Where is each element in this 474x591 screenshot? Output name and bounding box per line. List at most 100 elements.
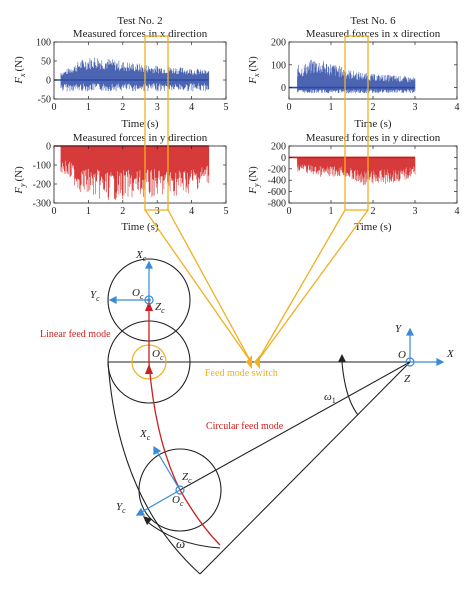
x-tick-label: 0 bbox=[287, 206, 292, 217]
test2-highlight-box bbox=[144, 35, 169, 211]
x-tick-label: 0 bbox=[52, 206, 57, 217]
connector-test2-left bbox=[144, 209, 252, 363]
frame-top bbox=[108, 260, 154, 305]
yc-sub: c bbox=[96, 294, 100, 303]
test6-highlight-box bbox=[344, 35, 369, 211]
circular-feed-path bbox=[148, 361, 221, 546]
test2-x-title: Measured forces in x direction bbox=[73, 28, 208, 40]
fy-label: F bbox=[13, 187, 25, 195]
switch-marker bbox=[254, 355, 260, 369]
x-tick-label: 4 bbox=[455, 206, 460, 217]
omega1-arrow bbox=[338, 354, 346, 362]
y-tick-label: 200 bbox=[271, 38, 286, 49]
connector-test2-right bbox=[167, 209, 252, 363]
xc-sub: c bbox=[143, 254, 147, 263]
x-tick-label: 2 bbox=[120, 102, 125, 113]
radius-line-bottom bbox=[199, 361, 411, 575]
fx-label: F bbox=[13, 77, 25, 85]
fy-sub: y bbox=[18, 183, 27, 188]
outer-boundary-arc bbox=[107, 361, 201, 575]
frame-origin bbox=[405, 327, 445, 367]
y-tick-label: 0 bbox=[281, 83, 286, 94]
frame-bottom bbox=[135, 445, 185, 516]
label-origin: O bbox=[398, 349, 406, 361]
signal-trace bbox=[289, 59, 416, 94]
oc-sub: c bbox=[140, 292, 144, 301]
yc-sub: c bbox=[122, 506, 126, 515]
test6-fy-ylabel: Fy(N) bbox=[247, 166, 261, 195]
y-tick-label: 100 bbox=[36, 38, 51, 49]
label-omega: ω bbox=[176, 536, 185, 551]
test6-title: Test No. 6 bbox=[350, 15, 396, 27]
feed-arrow-middle bbox=[145, 364, 153, 374]
x-tick-label: 1 bbox=[86, 206, 91, 217]
fx-unit: (N) bbox=[247, 56, 259, 72]
label-zc-top: Zc bbox=[155, 301, 165, 315]
fx-sub: x bbox=[18, 73, 27, 78]
yc-letter: Y bbox=[90, 289, 98, 301]
fy-sub: y bbox=[252, 183, 261, 188]
zc-letter: Z bbox=[155, 301, 162, 313]
y-tick-label: 200 bbox=[271, 142, 286, 153]
fx-unit: (N) bbox=[13, 56, 25, 72]
chart-test2-fy: 0 1 2 3 4 5 -300 -200 -100 0 bbox=[33, 142, 229, 218]
x-tick-label: 0 bbox=[287, 102, 292, 113]
x-tick-label: 2 bbox=[371, 206, 376, 217]
test2-fx-time-label: Time (s) bbox=[121, 118, 159, 130]
label-Z: Z bbox=[404, 373, 411, 385]
connector-test6-right bbox=[256, 209, 369, 363]
label-oc-middle: Oc bbox=[152, 348, 164, 362]
oc-sub: c bbox=[160, 353, 164, 362]
feed-geometry-diagram bbox=[107, 258, 445, 575]
signal-trace bbox=[54, 145, 210, 200]
x-tick-label: 4 bbox=[189, 206, 194, 217]
fx-sub: x bbox=[252, 73, 261, 78]
radius-line-middle bbox=[179, 361, 411, 491]
omega1-sub: 1 bbox=[332, 396, 336, 405]
y-tick-label: 0 bbox=[281, 153, 286, 164]
y-tick-label: -600 bbox=[268, 187, 286, 198]
x-tick-label: 5 bbox=[224, 206, 229, 217]
label-circular-feed: Circular feed mode bbox=[206, 421, 284, 432]
signal-spikes bbox=[297, 157, 416, 186]
x-title-text: Measured forces in x direction bbox=[306, 28, 441, 40]
zc-sub: c bbox=[161, 306, 165, 315]
oc-letter: O bbox=[172, 494, 180, 506]
xc-letter: X bbox=[139, 428, 148, 440]
test6-x-title: Measured forces in x direction bbox=[306, 28, 441, 40]
label-xc-top: Xc bbox=[135, 249, 147, 263]
x-tick-label: 4 bbox=[189, 102, 194, 113]
signal-spikes bbox=[60, 146, 210, 200]
plot-frame bbox=[53, 41, 227, 100]
omega-arrow bbox=[143, 516, 152, 525]
plot-frame bbox=[53, 145, 227, 204]
highlight-connectors bbox=[144, 35, 369, 363]
label-yc-top: Yc bbox=[90, 289, 100, 303]
x-tick-label: 3 bbox=[155, 206, 160, 217]
label-linear-feed: Linear feed mode bbox=[40, 329, 111, 340]
y-title-text: Measured forces in y direction bbox=[73, 132, 208, 144]
fy-label: F bbox=[247, 187, 259, 195]
feed-arrow-top bbox=[145, 301, 153, 311]
y-tick-label: -200 bbox=[268, 164, 286, 175]
test2-fy-time-label: Time (s) bbox=[121, 221, 159, 233]
y-tick-label: 50 bbox=[41, 57, 51, 68]
fy-unit: (N) bbox=[13, 166, 25, 182]
x-tick-label: 2 bbox=[371, 102, 376, 113]
signal-spikes bbox=[297, 59, 416, 94]
fy-unit: (N) bbox=[247, 166, 259, 182]
test6-fx-time-label: Time (s) bbox=[354, 118, 392, 130]
label-Y: Y bbox=[395, 323, 403, 335]
y-tick-label: -300 bbox=[33, 199, 51, 210]
x-tick-label: 3 bbox=[413, 206, 418, 217]
x-tick-label: 3 bbox=[413, 102, 418, 113]
switch-marker bbox=[246, 355, 252, 369]
x-tick-label: 0 bbox=[52, 102, 57, 113]
x-title-text: Measured forces in x direction bbox=[73, 28, 208, 40]
y-tick-label: -50 bbox=[38, 95, 51, 106]
y-tick-label: 0 bbox=[46, 142, 51, 153]
oc-sub: c bbox=[180, 499, 184, 508]
